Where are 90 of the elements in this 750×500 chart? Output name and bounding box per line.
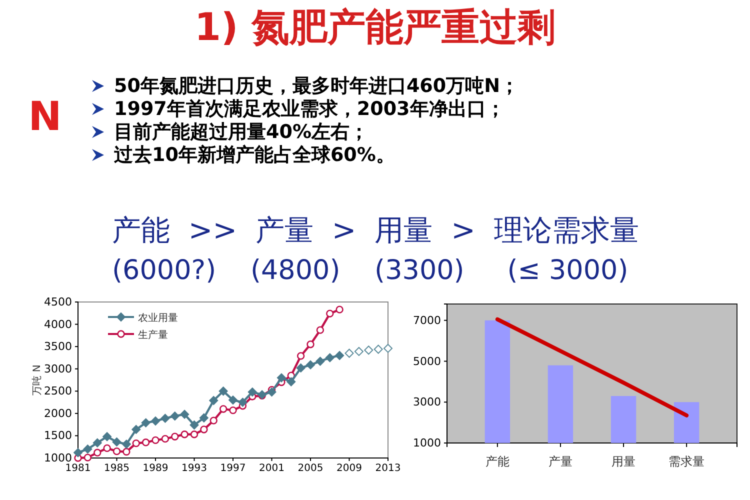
line-series [495, 317, 689, 418]
point [132, 439, 140, 448]
x-tick-label: 1993 [182, 463, 207, 474]
point [103, 444, 111, 452]
point [190, 420, 199, 430]
point [171, 432, 179, 440]
x-tick-label: 产量 [548, 454, 572, 469]
y-axis-title: 万吨 N [31, 364, 43, 396]
point [336, 306, 344, 314]
point [122, 448, 130, 456]
point [210, 416, 218, 424]
point [152, 436, 160, 444]
text: 50年氮肥进口历史，最多时年进口460万吨N； [114, 75, 520, 97]
point [170, 412, 180, 421]
legend-label: 农业用量 [138, 312, 178, 324]
point [344, 348, 354, 358]
point [180, 430, 188, 438]
point [142, 438, 150, 446]
point [364, 346, 374, 355]
y-tick-label: 4000 [44, 318, 72, 331]
text: 过去10年新增产能占全球60%。 [113, 144, 395, 166]
point [384, 344, 392, 353]
y-tick-label: 3000 [413, 396, 441, 409]
point [190, 430, 198, 438]
x-tick-label: 1981 [65, 463, 91, 474]
point [335, 350, 344, 360]
point [276, 373, 286, 382]
point [325, 353, 334, 362]
point [228, 396, 238, 405]
point [286, 377, 296, 386]
point [122, 440, 131, 449]
text: 1997年首次满足农业需求，2003年净出口； [114, 98, 505, 120]
point [92, 438, 102, 448]
point [200, 426, 208, 434]
y-tick-label: 1000 [44, 452, 72, 465]
x-tick-label: 1989 [142, 463, 168, 474]
point [238, 398, 248, 407]
point [229, 406, 237, 414]
point [326, 310, 334, 318]
x-tick-label: 2009 [336, 463, 362, 474]
x-tick-label: 1985 [104, 463, 130, 474]
y-tick-label: 2000 [44, 406, 72, 420]
point [248, 388, 257, 397]
x-tick-label: 2013 [375, 463, 401, 474]
point [354, 346, 364, 356]
y-tick-label: 4500 [44, 296, 72, 309]
point [132, 424, 141, 434]
point [102, 432, 112, 442]
point [160, 414, 170, 423]
x-tick-label: 产能 [485, 454, 510, 469]
point [112, 447, 121, 456]
point [209, 396, 218, 406]
y-tick-label: 1000 [413, 436, 441, 450]
text: (6000?) (4800) (3300) (≤ 3000) [112, 255, 628, 286]
point [74, 448, 82, 458]
text: N [28, 94, 62, 140]
x-tick-label: 用量 [612, 454, 636, 469]
point [219, 405, 228, 413]
point [296, 363, 306, 372]
chart-title: 1) 氮肥产能严重过剩 [194, 5, 556, 49]
point [267, 388, 276, 397]
point [83, 444, 92, 454]
x-tick-label: 2005 [298, 463, 324, 474]
point [306, 360, 315, 370]
point [94, 448, 102, 456]
y-tick-label: 3500 [44, 340, 72, 354]
legend-label: 生产量 [138, 329, 168, 341]
x-tick-label: 1997 [220, 463, 246, 474]
point [161, 434, 170, 443]
point [316, 356, 325, 366]
x-tick-label: 需求量 [668, 454, 705, 469]
point [180, 410, 190, 419]
point [199, 413, 208, 422]
point [374, 344, 383, 354]
y-tick-label: 1500 [44, 429, 72, 442]
text: 目前产能超过用量40%左右； [114, 121, 368, 143]
y-tick-label: 7000 [413, 314, 441, 327]
point [306, 340, 314, 348]
point [84, 454, 92, 462]
point [316, 326, 324, 334]
point [141, 418, 150, 428]
point [296, 352, 305, 360]
y-tick-label: 3000 [44, 362, 72, 376]
x-tick-label: 2001 [259, 463, 284, 474]
text: 产能 >> 产量 > 用量 > 理论需求量 [112, 213, 639, 247]
y-tick-label: 2500 [44, 384, 72, 398]
y-tick-label: 5000 [413, 354, 441, 368]
point [218, 386, 228, 396]
point [151, 416, 160, 426]
point [112, 437, 122, 446]
